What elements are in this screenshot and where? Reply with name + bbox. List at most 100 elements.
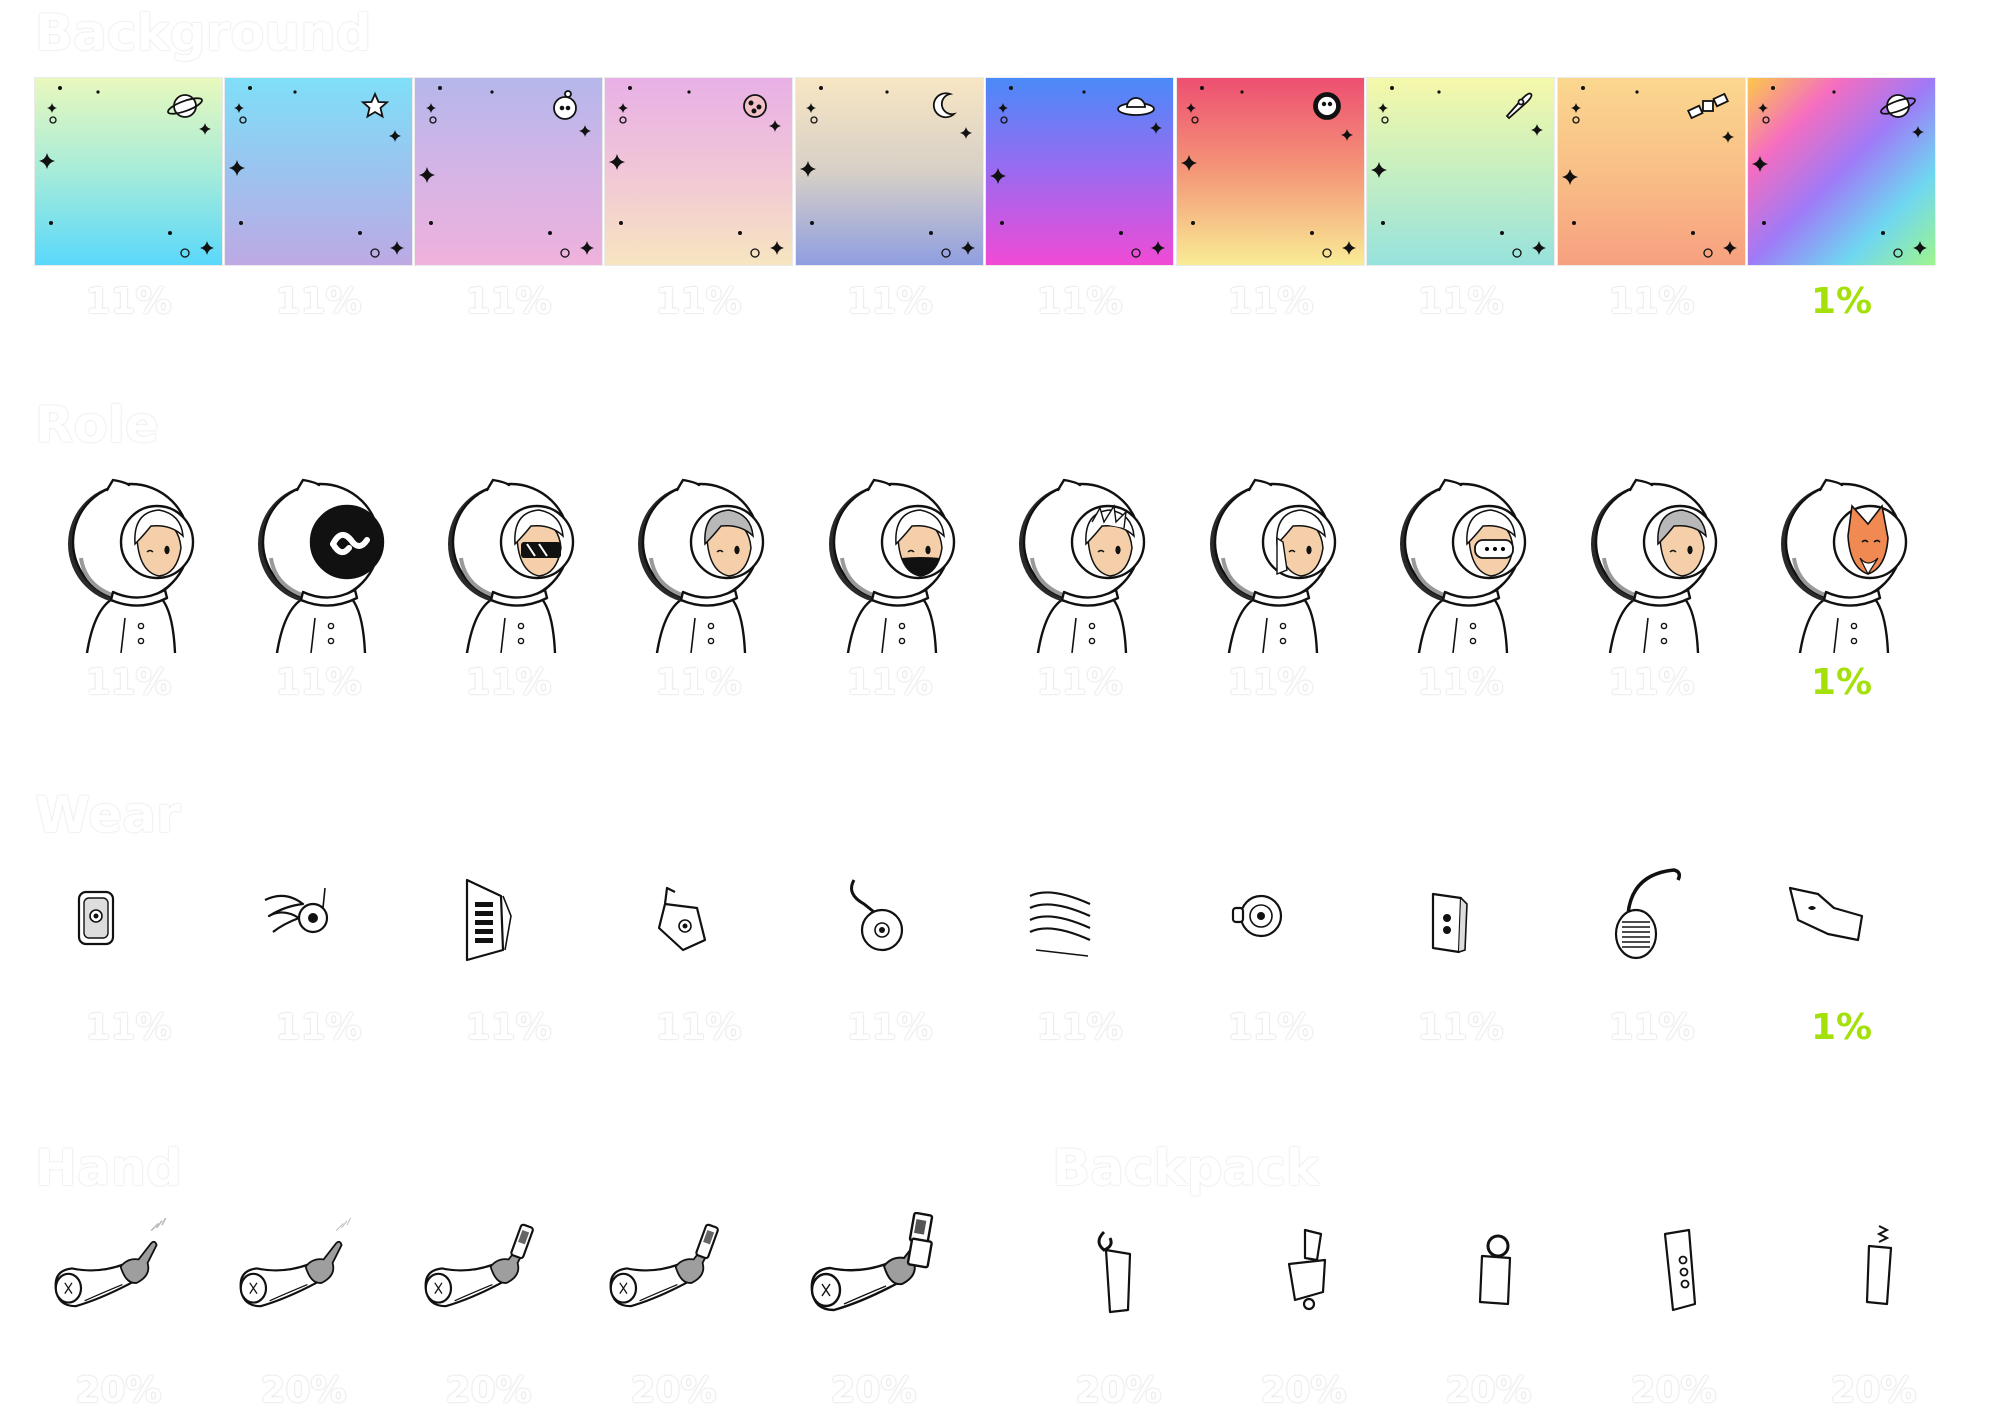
ring-dot-icon <box>1322 248 1332 258</box>
ring-dot-icon <box>1131 248 1141 258</box>
dot-icon <box>1390 86 1394 90</box>
tilted-gadget-backpack-icon[interactable] <box>1265 1220 1355 1320</box>
moon-icon <box>932 92 957 119</box>
sparkle-icon <box>609 154 625 170</box>
astronaut-role-figure[interactable] <box>1578 478 1728 653</box>
probability-label: 20% <box>445 1370 532 1411</box>
probability-label: 11% <box>1036 1007 1123 1048</box>
sparkle-icon <box>1752 156 1768 172</box>
probability-label: 11% <box>1608 1007 1695 1048</box>
probability-label: 11% <box>85 662 172 703</box>
sparkle-icon <box>770 241 784 255</box>
round-earpiece-wear-icon[interactable] <box>1207 860 1317 970</box>
sparkle-icon <box>800 161 816 177</box>
dot-icon <box>1691 231 1695 235</box>
background-swatch[interactable] <box>1748 78 1935 265</box>
probability-label: 11% <box>1227 1007 1314 1048</box>
holding-phone-hand-icon[interactable] <box>415 1212 550 1332</box>
satellite-icon <box>1686 92 1730 120</box>
background-swatch[interactable] <box>605 78 792 265</box>
pointing-sparkle-hand-icon[interactable] <box>45 1212 180 1332</box>
rocket-icon <box>1505 92 1533 120</box>
dot-icon <box>1009 86 1013 90</box>
ring-dot-icon <box>1000 116 1008 124</box>
cookie-planet-icon <box>743 94 767 118</box>
holding-remote-hand-icon[interactable] <box>600 1212 735 1332</box>
ring-dot-icon <box>370 248 380 258</box>
background-swatch[interactable] <box>986 78 1173 265</box>
dot-icon <box>1310 231 1314 235</box>
astronaut-role-figure[interactable] <box>1768 478 1918 653</box>
probability-label: 11% <box>1608 281 1695 322</box>
astronaut-role-figure[interactable] <box>1006 478 1156 653</box>
hook-disc-wear-icon[interactable] <box>826 860 936 970</box>
probability-label: 20% <box>1075 1370 1162 1411</box>
probability-label: 11% <box>465 281 552 322</box>
background-swatch[interactable] <box>35 78 222 265</box>
ring-dot-icon <box>239 116 247 124</box>
probability-label: 11% <box>1227 662 1314 703</box>
ring-dot-icon <box>1893 248 1903 258</box>
astronaut-role-figure[interactable] <box>1387 478 1537 653</box>
tilted-pod-wear-icon[interactable] <box>635 860 745 970</box>
probability-label: 11% <box>655 662 742 703</box>
holding-flip-phone-hand-icon[interactable] <box>800 1212 950 1332</box>
stripe-fins-wear-icon[interactable] <box>1016 860 1126 970</box>
sparkle-icon <box>1912 126 1924 138</box>
dot-icon <box>429 221 433 225</box>
astronaut-role-figure[interactable] <box>435 478 585 653</box>
dot-icon <box>1191 221 1195 225</box>
twin-lens-box-wear-icon[interactable] <box>1397 860 1507 970</box>
background-swatch[interactable] <box>415 78 602 265</box>
dot-icon <box>1000 221 1004 225</box>
dot-icon <box>548 231 552 235</box>
ring-dot-icon <box>429 116 437 124</box>
probability-label: 11% <box>655 1007 742 1048</box>
planet-icon <box>1880 94 1916 118</box>
winged-disc-wear-icon[interactable] <box>255 860 365 970</box>
astronaut-role-figure[interactable] <box>1197 478 1347 653</box>
sun-face-icon <box>1313 92 1341 120</box>
probability-label: 1% <box>1810 662 1873 703</box>
sparkle-icon <box>1186 103 1196 113</box>
background-swatch[interactable] <box>796 78 983 265</box>
sparkle-icon <box>961 241 975 255</box>
button-pack-backpack-icon[interactable] <box>1635 1220 1725 1320</box>
sparkle-icon <box>1371 162 1387 178</box>
sparkle-icon <box>47 103 57 113</box>
role-title: Role <box>35 396 159 454</box>
astronaut-role-figure[interactable] <box>55 478 205 653</box>
probability-label: 11% <box>1417 1007 1504 1048</box>
background-swatch[interactable] <box>1558 78 1745 265</box>
ring-dot-icon <box>1703 248 1713 258</box>
sparkle-icon <box>990 168 1006 184</box>
astronaut-role-figure[interactable] <box>245 478 395 653</box>
ufo-icon <box>1117 97 1155 116</box>
spring-canister-backpack-icon[interactable] <box>1835 1220 1925 1320</box>
dot-icon <box>1881 231 1885 235</box>
pointing-small-hand-icon[interactable] <box>230 1212 365 1332</box>
pop-wing-wear-icon[interactable] <box>1778 860 1888 970</box>
visor <box>309 504 385 580</box>
dot-icon <box>810 221 814 225</box>
probability-label: 11% <box>85 1007 172 1048</box>
ring-dot-icon <box>750 248 760 258</box>
headphone-wear-icon[interactable] <box>1588 860 1698 970</box>
astronaut-role-figure[interactable] <box>816 478 966 653</box>
dot-icon <box>628 86 632 90</box>
speaker-box-wear-icon[interactable] <box>65 860 175 970</box>
sparkle-icon <box>1150 122 1162 134</box>
dot-icon <box>1119 231 1123 235</box>
background-swatch[interactable] <box>225 78 412 265</box>
background-swatch[interactable] <box>1177 78 1364 265</box>
sparkle-icon <box>1562 169 1578 185</box>
astronaut-role-figure[interactable] <box>625 478 775 653</box>
ring-tank-backpack-icon[interactable] <box>1450 1220 1540 1320</box>
probability-label: 20% <box>1630 1370 1717 1411</box>
sparkle-icon <box>199 123 211 135</box>
hooked-canister-backpack-icon[interactable] <box>1080 1220 1170 1320</box>
vent-panel-wear-icon[interactable] <box>445 860 555 970</box>
dot-icon <box>1832 90 1836 94</box>
dot-icon <box>358 231 362 235</box>
background-swatch[interactable] <box>1367 78 1554 265</box>
